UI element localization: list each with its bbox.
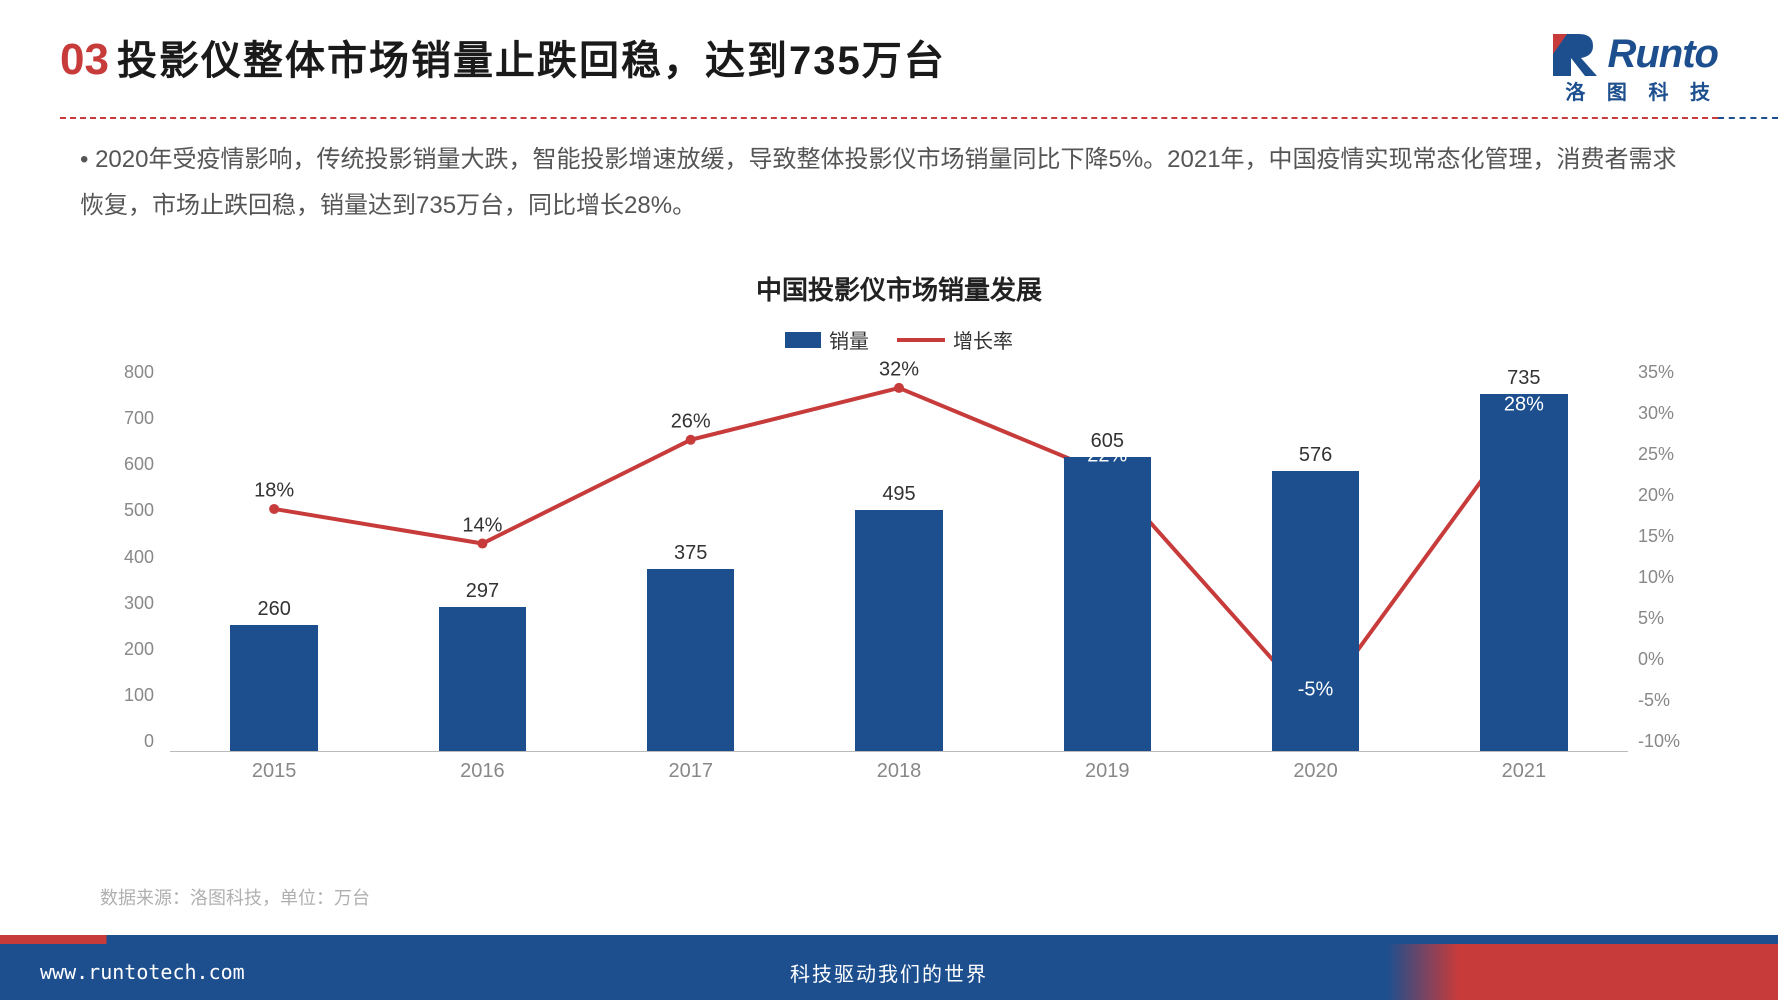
legend-bar-label: 销量 xyxy=(829,325,869,354)
y-right-tick: 35% xyxy=(1638,362,1698,383)
legend-item-line: 增长率 xyxy=(897,325,1013,354)
y-left-tick: 200 xyxy=(100,639,154,660)
bar-value-label: 576 xyxy=(1299,444,1332,467)
growth-label: 18% xyxy=(254,479,294,502)
growth-label: 32% xyxy=(879,358,919,381)
logo-text-cn: 洛 图 科 技 xyxy=(1565,76,1718,105)
growth-label: 22% xyxy=(1087,445,1127,468)
divider xyxy=(60,117,1718,119)
x-tick-label: 2017 xyxy=(668,760,713,783)
chart-bar xyxy=(647,569,734,751)
y-right-tick: 30% xyxy=(1638,403,1698,424)
legend-line-label: 增长率 xyxy=(953,325,1013,354)
chart-bar xyxy=(855,510,942,751)
x-tick-label: 2015 xyxy=(252,760,297,783)
y-right-tick: 5% xyxy=(1638,608,1698,629)
growth-label: 28% xyxy=(1504,393,1544,416)
x-axis: 2015 2016 2017 2018 2019 2020 2021 xyxy=(170,752,1628,792)
chart-bar xyxy=(1480,394,1567,751)
slide-number: 03 xyxy=(60,35,109,85)
source-note: 数据来源：洛图科技，单位：万台 xyxy=(100,884,370,910)
page-title: 投影仪整体市场销量止跌回稳，达到735万台 xyxy=(117,28,946,86)
bar-value-label: 375 xyxy=(674,542,707,565)
chart-bar xyxy=(1272,471,1359,751)
bar-value-label: 495 xyxy=(882,483,915,506)
y-right-tick: 15% xyxy=(1638,526,1698,547)
logo: Runto 洛 图 科 技 xyxy=(1549,28,1718,105)
footer-slogan: 科技驱动我们的世界 xyxy=(790,958,988,987)
description: • 2020年受疫情影响，传统投影销量大跌，智能投影增速放缓，导致整体投影仪市场… xyxy=(0,119,1778,228)
y-right-tick: -5% xyxy=(1638,690,1698,711)
chart-legend: 销量 增长率 xyxy=(100,325,1698,354)
x-tick-label: 2019 xyxy=(1085,760,1130,783)
legend-item-bar: 销量 xyxy=(785,325,869,354)
y-left-tick: 500 xyxy=(100,500,154,521)
y-left-tick: 100 xyxy=(100,685,154,706)
footer: www.runtotech.com 科技驱动我们的世界 xyxy=(0,944,1778,1000)
x-tick-label: 2018 xyxy=(877,760,922,783)
footer-url: www.runtotech.com xyxy=(0,960,245,984)
legend-swatch-bar-icon xyxy=(785,332,821,348)
legend-swatch-line-icon xyxy=(897,338,945,342)
chart-bar xyxy=(439,607,526,751)
logo-text-en: Runto xyxy=(1607,32,1718,77)
y-left-tick: 600 xyxy=(100,454,154,475)
growth-label: -5% xyxy=(1298,678,1334,701)
growth-label: 14% xyxy=(462,514,502,537)
bar-value-label: 297 xyxy=(466,580,499,603)
y-left-tick: 400 xyxy=(100,547,154,568)
x-tick-label: 2016 xyxy=(460,760,505,783)
line-marker-icon xyxy=(269,504,279,514)
chart: 中国投影仪市场销量发展 销量 增长率 800 700 600 500 400 300 200… xyxy=(100,270,1698,830)
x-tick-label: 2021 xyxy=(1502,760,1547,783)
bar-value-label: 735 xyxy=(1507,367,1540,390)
chart-bar xyxy=(1064,457,1151,751)
description-text: 2020年受疫情影响，传统投影销量大跌，智能投影增速放缓，导致整体投影仪市场销量… xyxy=(80,146,1677,219)
title-block: 03 投影仪整体市场销量止跌回稳，达到735万台 xyxy=(60,28,946,86)
line-marker-icon xyxy=(686,435,696,445)
plot-area: 26018%29714%37526%49532%60522%576-5%7352… xyxy=(170,362,1628,752)
y-right-tick: 0% xyxy=(1638,649,1698,670)
y-left-tick: 800 xyxy=(100,362,154,383)
x-tick-label: 2020 xyxy=(1293,760,1338,783)
y-left-tick: 0 xyxy=(100,731,154,752)
logo-icon xyxy=(1549,28,1601,80)
y-right-tick: 20% xyxy=(1638,485,1698,506)
y-right-tick: -10% xyxy=(1638,731,1698,752)
line-marker-icon xyxy=(477,539,487,549)
y-axis-right: 35% 30% 25% 20% 15% 10% 5% 0% -5% -10% xyxy=(1638,362,1698,752)
chart-plot: 800 700 600 500 400 300 200 100 0 35% 30% 25% 20% 15… xyxy=(100,362,1698,792)
y-left-tick: 700 xyxy=(100,408,154,429)
header: 03 投影仪整体市场销量止跌回稳，达到735万台 Runto 洛 图 科 技 xyxy=(0,0,1778,105)
bar-value-label: 260 xyxy=(257,598,290,621)
y-right-tick: 10% xyxy=(1638,567,1698,588)
chart-title: 中国投影仪市场销量发展 xyxy=(100,270,1698,307)
chart-bar xyxy=(230,625,317,751)
y-left-tick: 300 xyxy=(100,593,154,614)
growth-label: 26% xyxy=(671,410,711,433)
line-marker-icon xyxy=(894,383,904,393)
y-right-tick: 25% xyxy=(1638,444,1698,465)
y-axis-left: 800 700 600 500 400 300 200 100 0 xyxy=(100,362,154,752)
